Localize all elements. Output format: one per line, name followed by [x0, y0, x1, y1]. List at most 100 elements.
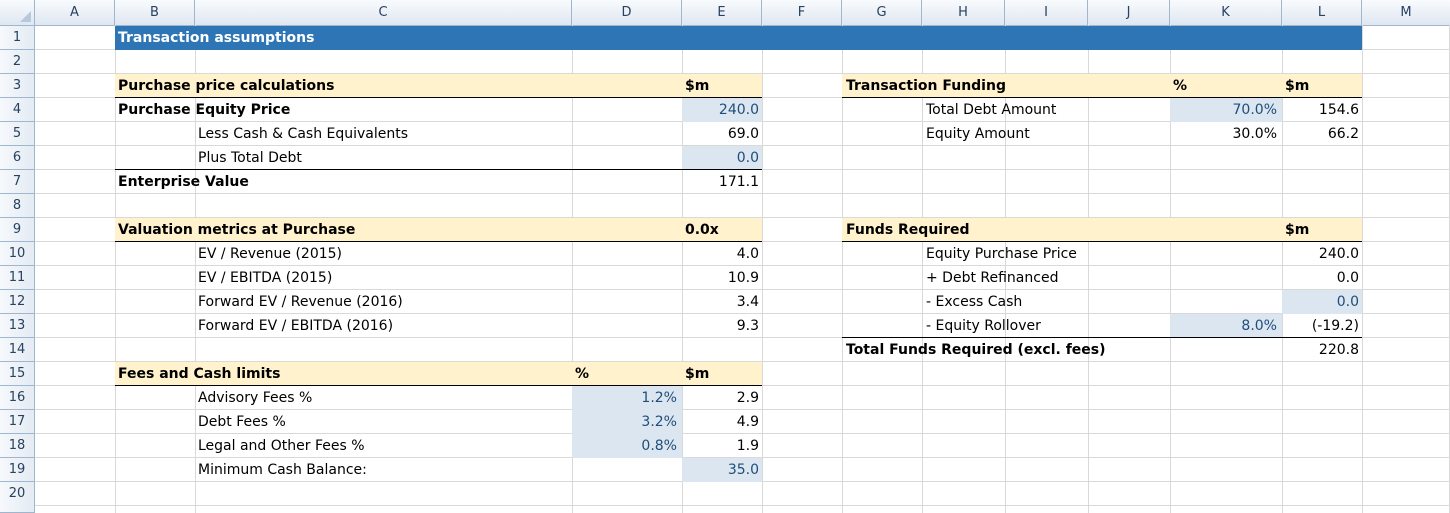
row-header-13[interactable]: 13 — [0, 314, 35, 338]
enterprise-value-label: Enterprise Value — [118, 174, 249, 190]
column-header-c[interactable]: C — [195, 0, 572, 25]
fee-pct[interactable]: 3.2% — [641, 414, 677, 430]
column-header-f[interactable]: F — [762, 0, 842, 25]
excess-cash-value[interactable]: 0.0 — [1336, 294, 1359, 310]
gridline — [35, 457, 1450, 458]
fee-value[interactable]: 2.9 — [736, 390, 759, 406]
row-header-17[interactable]: 17 — [0, 410, 35, 434]
equity-price-value[interactable]: 240.0 — [718, 102, 759, 118]
row-header-1[interactable]: 1 — [0, 26, 35, 50]
column-header-a[interactable]: A — [35, 0, 115, 25]
row-header-4[interactable]: 4 — [0, 98, 35, 122]
debt-amount-value[interactable]: 154.6 — [1318, 102, 1359, 118]
row-header-19[interactable]: 19 — [0, 458, 35, 482]
equity-rollover-pct[interactable]: 8.0% — [1241, 318, 1277, 334]
column-header-l[interactable]: L — [1282, 0, 1362, 25]
funding-header-bar — [842, 74, 1362, 97]
select-all-corner[interactable] — [0, 0, 35, 25]
valuation-unit-header: 0.0x — [685, 222, 719, 238]
equity-rollover-value[interactable]: (-19.2) — [1311, 318, 1359, 334]
fee-label: Legal and Other Fees % — [198, 438, 365, 454]
row-header-8[interactable]: 8 — [0, 194, 35, 218]
column-header-d[interactable]: D — [572, 0, 682, 25]
less-cash-label: Less Cash & Cash Equivalents — [198, 126, 409, 142]
valuation-metric-label: EV / Revenue (2015) — [198, 246, 343, 262]
fee-value[interactable]: 4.9 — [736, 414, 759, 430]
less-cash-value[interactable]: 69.0 — [727, 126, 759, 142]
row-header-11[interactable]: 11 — [0, 266, 35, 290]
input-cell-equity-price[interactable] — [682, 98, 762, 122]
valuation-metric-value[interactable]: 10.9 — [727, 270, 759, 286]
gridline — [682, 25, 683, 513]
gridline — [1362, 25, 1363, 513]
total-overline — [115, 169, 762, 170]
input-cell-min-cash[interactable] — [682, 458, 762, 482]
gridline — [35, 217, 1450, 218]
row-header-16[interactable]: 16 — [0, 386, 35, 410]
enterprise-value[interactable]: 171.1 — [718, 174, 759, 190]
column-header-m[interactable]: M — [1400, 5, 1412, 20]
gridline — [842, 25, 843, 513]
row-header-7[interactable]: 7 — [0, 170, 35, 194]
gridline — [115, 25, 116, 513]
min-cash-value[interactable]: 35.0 — [727, 462, 759, 478]
total-overline — [842, 337, 1362, 338]
title-bar[interactable] — [115, 26, 1362, 50]
row-header-2[interactable]: 2 — [0, 50, 35, 74]
row-header-6[interactable]: 6 — [0, 146, 35, 170]
column-header-g[interactable]: G — [842, 0, 922, 25]
equity-amount-value[interactable]: 66.2 — [1327, 126, 1359, 142]
row-header-18[interactable]: 18 — [0, 434, 35, 458]
equity-rollover-label: - Equity Rollover — [926, 318, 1041, 334]
fee-label: Advisory Fees % — [198, 390, 313, 406]
gridline — [572, 25, 573, 513]
fee-pct[interactable]: 1.2% — [641, 390, 677, 406]
fees-section-header: Fees and Cash limits — [118, 366, 281, 382]
row-header-9[interactable]: 9 — [0, 218, 35, 242]
funding-pct-header: % — [1173, 78, 1188, 94]
fee-pct[interactable]: 0.8% — [641, 438, 677, 454]
debt-pct-value[interactable]: 70.0% — [1232, 102, 1277, 118]
row-header-14[interactable]: 14 — [0, 338, 35, 362]
fee-label: Debt Fees % — [198, 414, 286, 430]
row-header-15[interactable]: 15 — [0, 362, 35, 386]
column-header-j[interactable]: J — [1088, 0, 1170, 25]
select-all-triangle-icon — [20, 11, 31, 22]
row-header-10[interactable]: 10 — [0, 242, 35, 266]
equity-pct-value[interactable]: 30.0% — [1232, 126, 1277, 142]
column-header-b[interactable]: B — [115, 0, 195, 25]
column-header-i[interactable]: I — [1005, 0, 1088, 25]
input-cell-excess-cash[interactable] — [1282, 290, 1362, 314]
valuation-section-header: Valuation metrics at Purchase — [118, 222, 356, 238]
total-funds-value[interactable]: 220.8 — [1318, 342, 1359, 358]
input-cells-fee-pct[interactable] — [572, 386, 682, 458]
column-header-e[interactable]: E — [682, 0, 762, 25]
column-header-row — [0, 0, 1450, 26]
valuation-metric-label: EV / EBITDA (2015) — [198, 270, 333, 286]
row-header-3[interactable]: 3 — [0, 74, 35, 98]
debt-refinanced-value[interactable]: 0.0 — [1336, 270, 1359, 286]
column-header-h[interactable]: H — [922, 0, 1005, 25]
input-cell-rollover-pct[interactable] — [1170, 314, 1282, 338]
header-underline — [115, 241, 762, 242]
valuation-metric-value[interactable]: 3.4 — [736, 294, 759, 310]
fees-header-bar — [115, 362, 762, 385]
valuation-metric-value[interactable]: 9.3 — [736, 318, 759, 334]
fees-pct-header: % — [575, 366, 590, 382]
funds-required-header: Funds Required — [846, 222, 970, 238]
input-cell-debt-pct[interactable] — [1170, 98, 1282, 122]
valuation-metric-label: Forward EV / EBITDA (2016) — [198, 318, 394, 334]
column-header-k[interactable]: K — [1170, 0, 1282, 25]
plus-debt-value[interactable]: 0.0 — [736, 150, 759, 166]
valuation-metric-label: Forward EV / Revenue (2016) — [198, 294, 403, 310]
input-cell-total-debt[interactable] — [682, 146, 762, 170]
gridline — [1005, 25, 1006, 513]
row-header-5[interactable]: 5 — [0, 122, 35, 146]
valuation-metric-value[interactable]: 4.0 — [736, 246, 759, 262]
equity-purchase-price-value[interactable]: 240.0 — [1318, 246, 1359, 262]
row-header-12[interactable]: 12 — [0, 290, 35, 314]
row-header-20[interactable]: 20 — [0, 482, 35, 513]
fee-value[interactable]: 1.9 — [736, 438, 759, 454]
equity-purchase-price-label: Equity Purchase Price — [926, 246, 1077, 262]
